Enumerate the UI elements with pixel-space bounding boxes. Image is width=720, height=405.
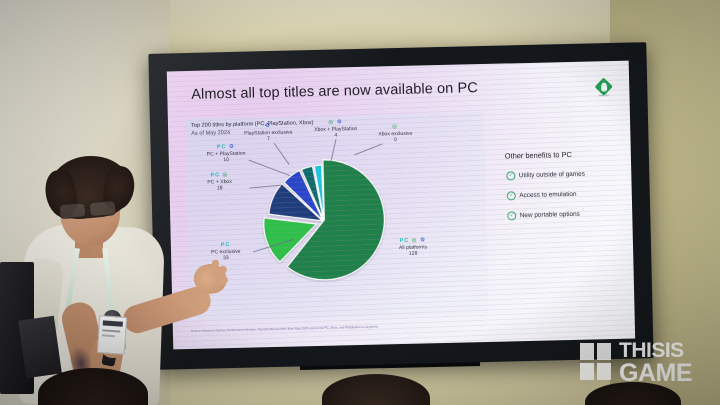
benefit-label: Access to emulation [519, 190, 577, 200]
callout-xbox-playstation: ◎ ⚙ Xbox + PlayStation 4 [314, 119, 358, 139]
presenter [9, 150, 247, 405]
badge-text-line [101, 334, 115, 338]
watermark-line-1: THISIS [619, 339, 684, 362]
newzoo-logo: newzoo [594, 77, 613, 101]
check-circle-icon: ✓ [506, 171, 516, 181]
pie-slice-pc-playstation [283, 169, 324, 221]
slide-footnote: Source: Newzoo | Games Performance Monit… [190, 324, 379, 333]
benefit-item-portable: ✓ New portable options [507, 210, 580, 221]
lens-right [88, 200, 117, 218]
pie-slice-all-platforms [286, 159, 385, 281]
callout-value: 0 [393, 137, 397, 144]
callout-playstation-exclusive: ⚙ PlayStation exclusive 7 [244, 123, 293, 143]
conference-badge [96, 315, 128, 355]
badge-header-bar [102, 320, 123, 327]
chart-subheader: As of May 2024 [191, 130, 231, 137]
benefit-item-emulation: ✓ Access to emulation [506, 190, 577, 201]
watermark-line-2: GAME [619, 359, 693, 387]
check-circle-icon: ✓ [506, 191, 516, 201]
benefit-label: New portable options [519, 210, 580, 220]
callout-all-platforms: PC ◎ ⚙ All platforms 128 [399, 237, 427, 257]
leader-line [354, 143, 383, 156]
page-title: Almost all top titles are now available … [191, 80, 479, 103]
benefits-heading: Other benefits to PC [504, 149, 572, 161]
pie-chart [257, 156, 388, 287]
callout-xbox-exclusive: ◎ Xbox exclusive 0 [378, 124, 412, 144]
audience-head [38, 368, 148, 405]
callout-value: 4 [334, 132, 338, 139]
wall-mounted-television: Almost all top titles are now available … [148, 42, 654, 370]
pie-slice-xbox-playstation [313, 164, 325, 220]
audience-head [585, 382, 681, 405]
lens-left [58, 202, 87, 220]
pie-slice-playstation-exclusive [300, 165, 325, 221]
audience-head [322, 374, 430, 405]
callout-value: 128 [408, 250, 418, 257]
pie-chart-svg [263, 159, 385, 281]
callout-value: 7 [266, 136, 270, 143]
benefit-item-utility: ✓ Utility outside of games [506, 170, 585, 181]
pc-xbox-playstation-icons: PC ◎ ⚙ [399, 237, 427, 245]
chart-panel: Top 200 titles by platform (PC, PlayStat… [185, 112, 489, 321]
watermark: THISIS GAME [580, 337, 712, 395]
benefit-label: Utility outside of games [518, 170, 585, 180]
grid-logo-icon [580, 343, 614, 387]
badge-text-line [102, 329, 121, 333]
pie-slice-pc-xbox [268, 182, 325, 222]
check-circle-icon: ✓ [507, 211, 517, 221]
presentation-slide: Almost all top titles are now available … [166, 60, 636, 350]
